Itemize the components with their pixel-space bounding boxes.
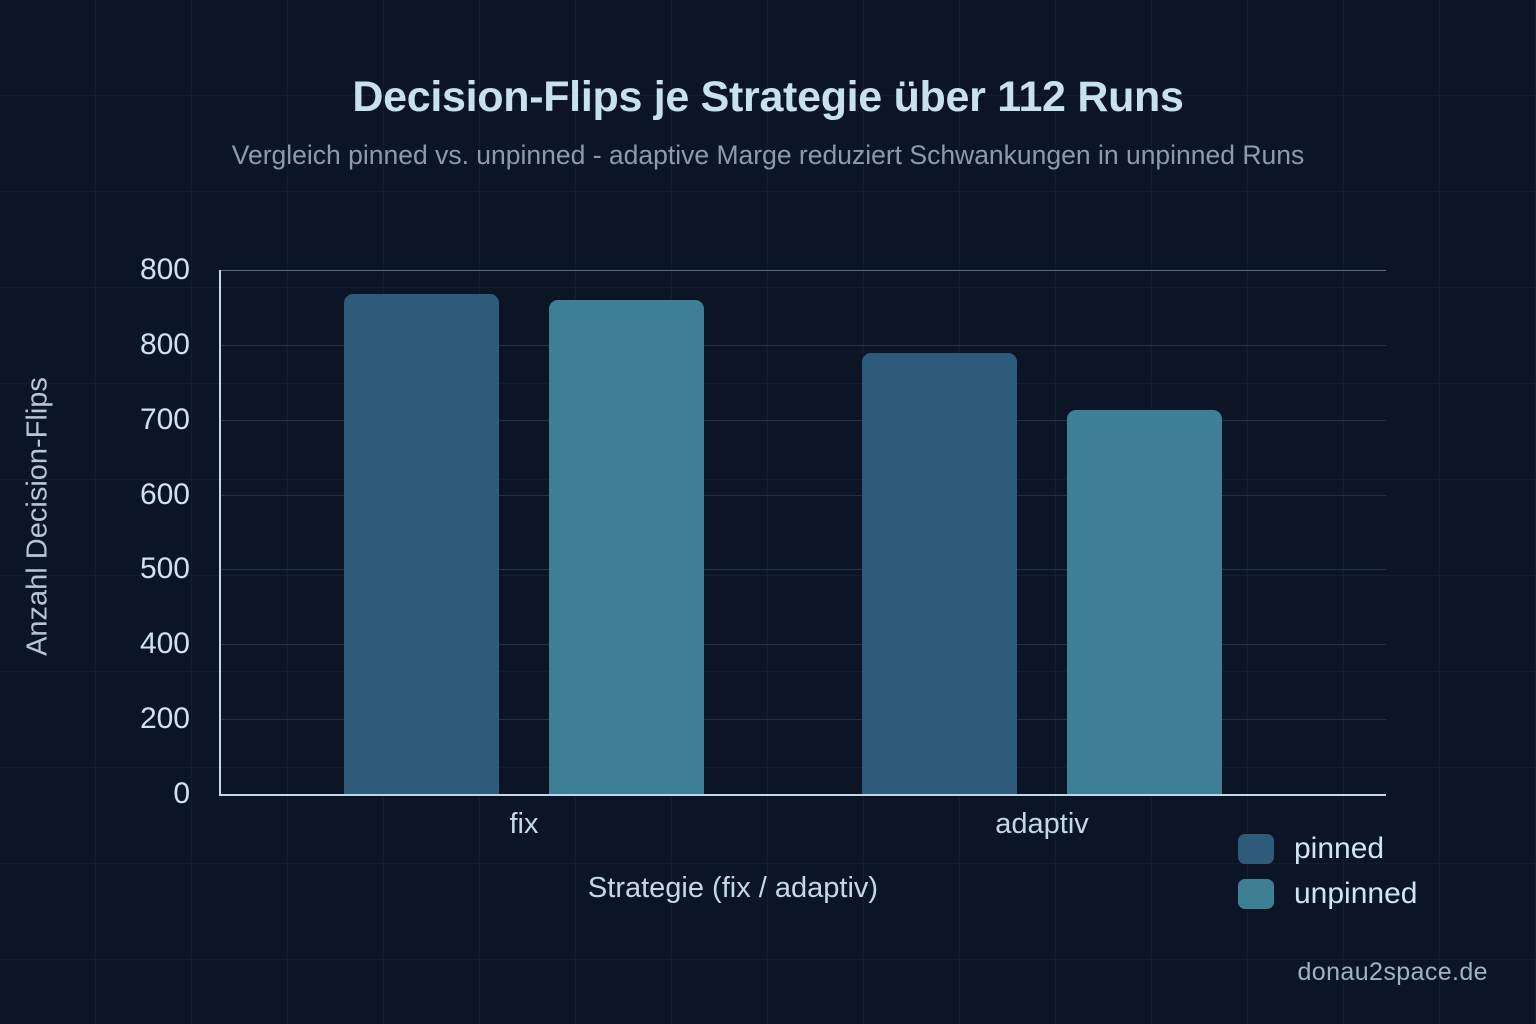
bar-unpinned-fix (549, 299, 704, 794)
gridline (219, 270, 1386, 271)
y-tick-label: 800 (139, 327, 190, 361)
x-tick-label-fix: fix (509, 808, 539, 840)
chart-subtitle: Vergleich pinned vs. unpinned - adaptive… (231, 139, 1305, 170)
gridline (219, 719, 1386, 720)
y-tick-label: 700 (139, 402, 190, 436)
chart-title: Decision-Flips je Strategie über 112 Run… (352, 73, 1184, 121)
title-block: Decision-Flips je Strategie über 112 Run… (0, 72, 1536, 174)
y-axis-title: Anzahl Decision-Flips (21, 377, 54, 656)
y-tick-label: 800 (139, 253, 190, 286)
legend-swatch-icon (1238, 878, 1274, 909)
gridline (219, 644, 1386, 645)
gridline (219, 345, 1386, 346)
bar-pinned-adaptiv (862, 353, 1017, 794)
x-axis-line (219, 794, 1386, 796)
x-axis-title-text: Strategie (fix / adaptiv) (587, 872, 879, 904)
legend-label: unpinned (1294, 876, 1418, 910)
x-axis-title: Strategie (fix / adaptiv) (0, 872, 1536, 905)
plot-area (219, 270, 1386, 795)
bar-unpinned-adaptiv (1067, 409, 1222, 794)
legend-item-unpinned[interactable]: unpinned (1238, 871, 1417, 916)
y-tick-label: 500 (139, 552, 190, 586)
x-tick-label-adaptiv: adaptiv (995, 808, 1089, 840)
chart-legend: pinned unpinned (1238, 826, 1417, 916)
y-tick-label: 200 (139, 702, 190, 736)
y-tick-label: 600 (139, 477, 190, 511)
gridline (219, 569, 1386, 570)
legend-label: pinned (1294, 831, 1385, 865)
legend-swatch-icon (1238, 833, 1274, 864)
gridline (219, 420, 1386, 421)
y-tick-label: 400 (139, 627, 190, 661)
y-tick-label: 0 (173, 777, 190, 810)
bar-pinned-fix (344, 293, 499, 794)
y-axis-line (219, 270, 221, 796)
legend-item-pinned[interactable]: pinned (1238, 826, 1417, 871)
gridline (219, 495, 1386, 496)
watermark: donau2space.de (1297, 958, 1488, 986)
